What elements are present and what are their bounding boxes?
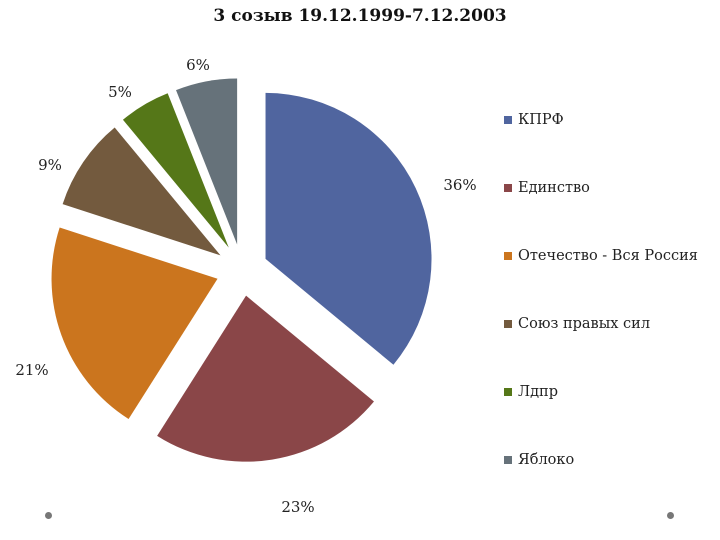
legend-label: Союз правых сил: [518, 316, 651, 332]
legend-swatch: [504, 116, 512, 124]
pie-slice-5: [122, 93, 229, 248]
legend-item: Единство: [504, 178, 590, 198]
pie-slice-3: [51, 227, 218, 419]
slide-dot-right: [667, 512, 674, 519]
pie-slice-1: [265, 92, 432, 365]
legend-swatch: [504, 320, 512, 328]
slice-data-label: 6%: [186, 56, 210, 74]
slice-data-label: 23%: [281, 498, 314, 516]
legend-label: КПРФ: [518, 112, 564, 128]
legend-item: Лдпр: [504, 382, 558, 402]
legend-swatch: [504, 252, 512, 260]
slice-data-label: 5%: [108, 83, 132, 101]
legend-swatch: [504, 388, 512, 396]
legend-item: Отечество - Вся Россия: [504, 246, 698, 266]
slice-data-label: 36%: [443, 176, 476, 194]
pie-slice-4: [62, 127, 221, 256]
legend-item: Союз правых сил: [504, 314, 650, 334]
legend-label: Лдпр: [518, 384, 558, 400]
slice-data-label: 9%: [38, 156, 62, 174]
legend-label: Отечество - Вся Россия: [518, 248, 698, 264]
legend-item: Яблоко: [504, 450, 574, 470]
legend-label: Единство: [518, 180, 590, 196]
legend-label: Яблоко: [518, 452, 575, 468]
slice-data-label: 21%: [15, 361, 48, 379]
legend-item: КПРФ: [504, 110, 564, 130]
legend-swatch: [504, 184, 512, 192]
chart-title: 3 созыв 19.12.1999-7.12.2003: [213, 6, 507, 26]
pie-slice-2: [157, 295, 374, 462]
legend-swatch: [504, 456, 512, 464]
slide-dot-left: [45, 512, 52, 519]
pie-slice-6: [176, 78, 238, 245]
